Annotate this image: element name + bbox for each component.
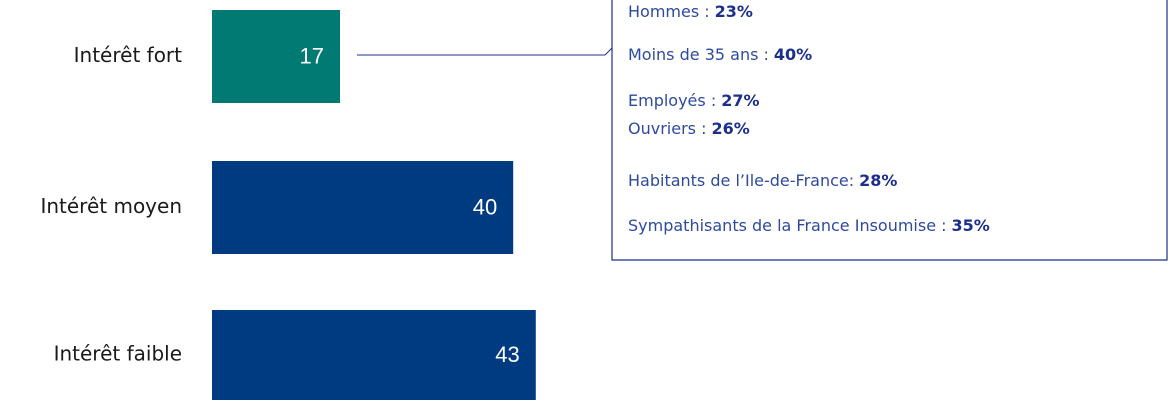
value-label: 40: [473, 194, 497, 219]
value-label: 17: [300, 43, 324, 68]
annotation-line: Hommes : 23%: [628, 2, 753, 21]
annotation-line: Employés : 27%: [628, 91, 760, 110]
bar: [212, 10, 341, 103]
annotation-text: Ouvriers :: [628, 119, 706, 138]
annotation-value: 35%: [952, 216, 990, 235]
annotation-text: Hommes :: [628, 2, 710, 21]
annotation-value: 27%: [721, 91, 759, 110]
value-label: 43: [495, 342, 519, 367]
annotation-value: 28%: [859, 171, 897, 190]
annotation-line: Sympathisants de la France Insoumise : 35…: [628, 216, 990, 235]
annotation-text: Employés :: [628, 91, 716, 110]
annotation-text: Habitants de l’Ile-de-France:: [628, 171, 854, 190]
annotation-box: [611, 0, 1168, 261]
bar: [212, 161, 514, 254]
category-label: Intérêt faible: [54, 342, 182, 366]
category-label: Intérêt fort: [74, 43, 183, 67]
annotation-value: 26%: [711, 119, 749, 138]
annotation-value: 40%: [774, 45, 812, 64]
annotation-text: Sympathisants de la France Insoumise :: [628, 216, 947, 235]
bar: [212, 310, 536, 400]
annotation-line: Habitants de l’Ile-de-France: 28%: [628, 171, 897, 190]
connector: [357, 47, 613, 56]
annotation-text: Moins de 35 ans :: [628, 45, 769, 64]
annotation-line: Moins de 35 ans : 40%: [628, 45, 812, 64]
category-label: Intérêt moyen: [40, 194, 182, 218]
annotation-line: Ouvriers : 26%: [628, 119, 750, 138]
annotation-value: 23%: [715, 2, 753, 21]
